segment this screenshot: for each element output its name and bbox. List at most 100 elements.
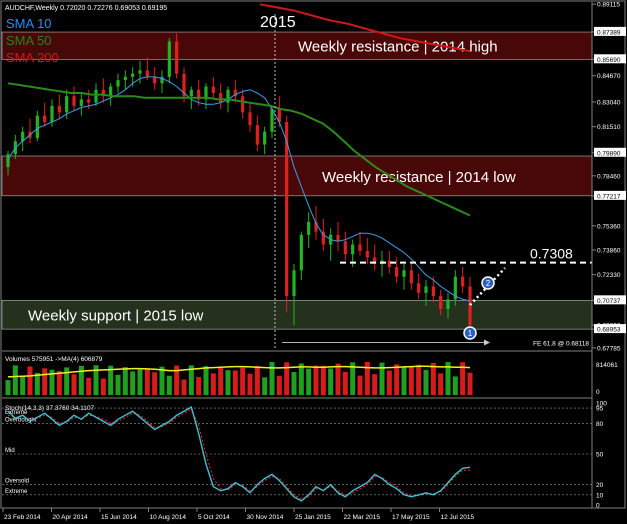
candle-body (387, 260, 391, 268)
volume-bar (174, 365, 180, 395)
price-tick-highlight (594, 147, 626, 157)
time-tick-label: 30 Nov 2014 (247, 514, 284, 521)
volume-bar (203, 366, 209, 395)
volume-bar (452, 376, 458, 395)
volume-bar (247, 373, 253, 395)
price-tick-label: 0.73860 (597, 247, 621, 254)
candle-body (351, 244, 355, 255)
stoch-tick-label: 80 (596, 421, 604, 428)
candle-body (219, 92, 223, 103)
price-tick-highlight (594, 295, 626, 305)
time-tick-label: 15 Jun 2014 (101, 514, 137, 521)
volume-bars (5, 362, 473, 395)
time-axis: 23 Feb 2014 20 Apr 2014 15 Jun 2014 10 Aug … (2, 508, 475, 521)
candle-body (431, 286, 435, 297)
volume-bar (423, 369, 429, 395)
candle-body (138, 70, 142, 74)
volume-bar (467, 372, 473, 395)
time-tick-label: 12 Jul 2015 (441, 514, 475, 521)
candle-body (35, 115, 39, 139)
candle-body (336, 234, 340, 242)
time-tick-label: 25 Jan 2015 (295, 514, 331, 521)
volume-bar (342, 371, 348, 395)
fib-arrow (484, 339, 490, 346)
candle-body (94, 89, 98, 103)
legend-item: SMA 10 (6, 16, 52, 31)
price-tick-label: 0.68953 (597, 327, 621, 334)
price-tick-label: 0.87389 (597, 29, 621, 36)
candle-body (307, 221, 311, 235)
volume-bar (313, 365, 319, 395)
candle-body (123, 76, 127, 81)
candle-body (153, 76, 157, 84)
volume-bar (328, 368, 334, 395)
zone-label-1: Weekly resistance | 2014 high (298, 39, 498, 56)
volume-bar (218, 367, 224, 395)
volume-bar (291, 372, 297, 395)
stochastic-panel[interactable]: Stoch(14,3,3) 37.3760 34.1107 ExtremeOve… (2, 405, 592, 502)
volume-bar (379, 362, 385, 395)
candle-body (160, 76, 164, 84)
volume-bar (115, 374, 121, 395)
time-tick-label: 17 May 2015 (392, 514, 430, 521)
stoch-lines (7, 406, 471, 502)
sma-layer (7, 3, 471, 302)
candle-body (373, 257, 377, 264)
volume-bar (144, 368, 150, 395)
sma10-line (7, 76, 471, 302)
volume-axis-max: 814061 (596, 362, 618, 369)
fib-label: FE 61.8 @ 0.68118 (533, 341, 589, 348)
volume-bar (460, 362, 466, 395)
volume-axis-zero: 0 (596, 389, 600, 396)
candle-body (439, 296, 443, 309)
volume-ma-polyline (7, 365, 471, 378)
candle-body (343, 241, 347, 255)
candle-body (424, 286, 428, 293)
price-tick-highlight (594, 324, 626, 334)
candle-body (21, 131, 25, 142)
volume-bar (306, 368, 312, 395)
time-tick-label: 10 Aug 2014 (150, 514, 187, 521)
price-tick-label: 0.78460 (597, 173, 621, 180)
volume-bar (335, 363, 341, 395)
candle-body (255, 125, 259, 145)
candle-body (145, 70, 149, 77)
wave-marker-1 (463, 326, 477, 340)
volume-bar (276, 375, 282, 395)
volume-bar (445, 362, 451, 395)
candle-body (131, 73, 135, 77)
volume-panel[interactable]: Volumes 575951 ->MA(4) 606879 (5, 356, 473, 395)
sma200-line (259, 3, 471, 53)
time-tick-label: 23 Feb 2014 (4, 514, 41, 521)
volume-bar (401, 367, 407, 395)
price-panel[interactable]: Weekly resistance | 2014 high Weekly resi… (1, 2, 593, 350)
candle-body (468, 286, 472, 326)
candle-body (358, 244, 362, 251)
volume-bar (284, 362, 290, 395)
candle-body (402, 270, 406, 277)
candle-body (395, 267, 399, 277)
price-tick-label: 0.89115 (597, 2, 620, 9)
price-tick-label: 0.67785 (597, 345, 621, 352)
volume-bar (416, 364, 422, 395)
stoch-tick-label: 20 (596, 482, 604, 489)
volume-bar (181, 379, 187, 395)
volume-bar (56, 370, 62, 395)
symbol-info: AUDCHF,Weekly 0.72020 0.72276 0.69053 0.… (5, 5, 167, 12)
volume-bar (130, 371, 136, 395)
stoch-tick-label: 95 (596, 406, 604, 413)
volume-bar (78, 365, 84, 395)
stoch-level-label: Oversold (5, 479, 29, 485)
price-tick-highlight (594, 190, 626, 200)
volume-bar (49, 369, 55, 395)
stoch-level-label: Overbought (5, 417, 37, 423)
candle-body (65, 96, 69, 113)
volume-bar (357, 375, 363, 395)
volume-bar (108, 365, 114, 395)
price-tick-label: 0.85690 (597, 57, 621, 64)
candle-body (43, 115, 47, 122)
candle-body (248, 112, 252, 126)
price-tick-label: 0.77217 (597, 193, 621, 200)
